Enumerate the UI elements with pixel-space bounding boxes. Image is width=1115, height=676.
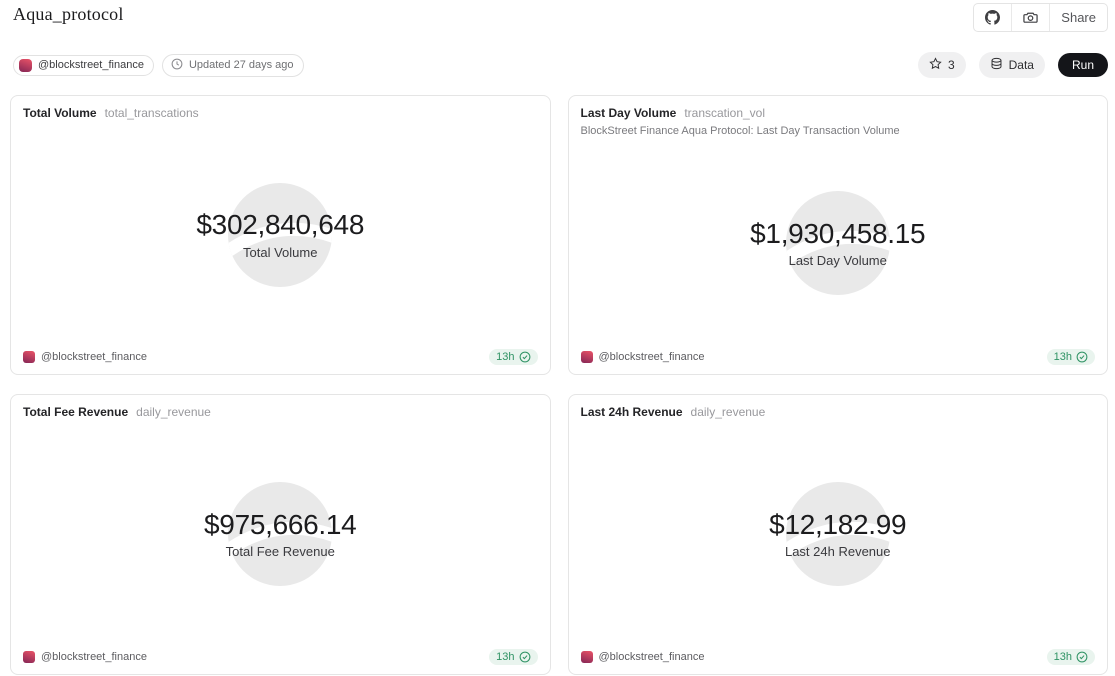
check-circle-icon xyxy=(1076,351,1088,363)
counter-value: $1,930,458.15 xyxy=(750,217,926,249)
run-button-label: Run xyxy=(1071,58,1094,72)
refresh-age-label: 13h xyxy=(1053,351,1072,363)
toolbar: @blockstreet_finance Updated 27 days ago… xyxy=(13,52,1108,78)
header-action-group: Share xyxy=(973,3,1108,32)
check-circle-icon xyxy=(1076,651,1088,663)
author-chip[interactable]: @blockstreet_finance xyxy=(13,54,154,76)
run-button[interactable]: Run xyxy=(1057,53,1108,77)
counter-label: Last 24h Revenue xyxy=(784,544,891,560)
refresh-age-badge: 13h xyxy=(1046,349,1095,365)
database-icon xyxy=(990,57,1003,73)
camera-icon xyxy=(1023,10,1038,25)
card-author[interactable]: @blockstreet_finance xyxy=(580,351,705,363)
counter-value: $302,840,648 xyxy=(196,209,365,241)
card-query-name[interactable]: daily_revenue xyxy=(690,405,766,419)
counter-value: $975,666.14 xyxy=(204,508,357,540)
star-icon xyxy=(929,57,942,73)
refresh-age-badge: 13h xyxy=(489,649,538,665)
author-avatar xyxy=(580,351,593,363)
refresh-age-label: 13h xyxy=(496,351,515,363)
card-query-name[interactable]: daily_revenue xyxy=(136,405,211,419)
card-title[interactable]: Last 24h Revenue xyxy=(580,405,683,419)
star-button[interactable]: 3 xyxy=(917,52,966,78)
data-button-label: Data xyxy=(1008,58,1034,72)
counter-card-total-fee-revenue: Total Fee Revenue daily_revenue $975,666… xyxy=(10,394,551,675)
card-title[interactable]: Last Day Volume xyxy=(580,106,677,120)
card-author[interactable]: @blockstreet_finance xyxy=(23,351,147,363)
clock-icon xyxy=(171,58,183,73)
star-count: 3 xyxy=(947,58,955,72)
card-query-name[interactable]: total_transcations xyxy=(104,106,199,120)
github-icon xyxy=(985,10,1001,25)
check-circle-icon xyxy=(519,651,531,663)
counter-card-total-volume: Total Volume total_transcations $302,840… xyxy=(10,95,551,375)
github-button[interactable] xyxy=(974,4,1011,31)
counter-label: Total Fee Revenue xyxy=(225,544,335,560)
counter-card-last-day-volume: Last Day Volume transcation_vol BlockStr… xyxy=(567,95,1108,375)
author-avatar xyxy=(580,651,593,663)
author-chip-label: @blockstreet_finance xyxy=(38,59,144,71)
data-button[interactable]: Data xyxy=(978,52,1045,78)
refresh-age-badge: 13h xyxy=(489,349,538,365)
updated-chip: Updated 27 days ago xyxy=(161,53,304,77)
refresh-age-label: 13h xyxy=(1053,651,1072,663)
counter-label: Last Day Volume xyxy=(788,253,887,269)
refresh-age-label: 13h xyxy=(496,651,515,663)
updated-chip-label: Updated 27 days ago xyxy=(188,59,294,71)
card-author-label: @blockstreet_finance xyxy=(598,651,705,663)
card-title[interactable]: Total Volume xyxy=(23,106,97,120)
author-avatar xyxy=(23,651,35,663)
author-avatar xyxy=(23,351,35,363)
refresh-age-badge: 13h xyxy=(1046,649,1095,665)
counter-label: Total Volume xyxy=(243,244,318,260)
screenshot-button[interactable] xyxy=(1011,4,1049,31)
check-circle-icon xyxy=(519,351,531,363)
widget-grid: Total Volume total_transcations $302,840… xyxy=(10,95,1108,675)
counter-value: $12,182.99 xyxy=(769,508,907,540)
share-button[interactable]: Share xyxy=(1049,4,1107,31)
card-author-label: @blockstreet_finance xyxy=(598,351,705,363)
author-avatar xyxy=(19,58,32,72)
card-author[interactable]: @blockstreet_finance xyxy=(580,651,705,663)
card-title[interactable]: Total Fee Revenue xyxy=(23,405,129,419)
card-query-name[interactable]: transcation_vol xyxy=(684,106,766,120)
page-title: Aqua_protocol xyxy=(13,4,124,24)
share-button-label: Share xyxy=(1061,10,1096,25)
card-author-label: @blockstreet_finance xyxy=(41,351,147,363)
card-author[interactable]: @blockstreet_finance xyxy=(23,651,147,663)
card-author-label: @blockstreet_finance xyxy=(41,651,147,663)
card-subtitle: BlockStreet Finance Aqua Protocol: Last … xyxy=(580,125,900,137)
counter-card-last-24h-revenue: Last 24h Revenue daily_revenue $12,182.9… xyxy=(567,394,1108,675)
